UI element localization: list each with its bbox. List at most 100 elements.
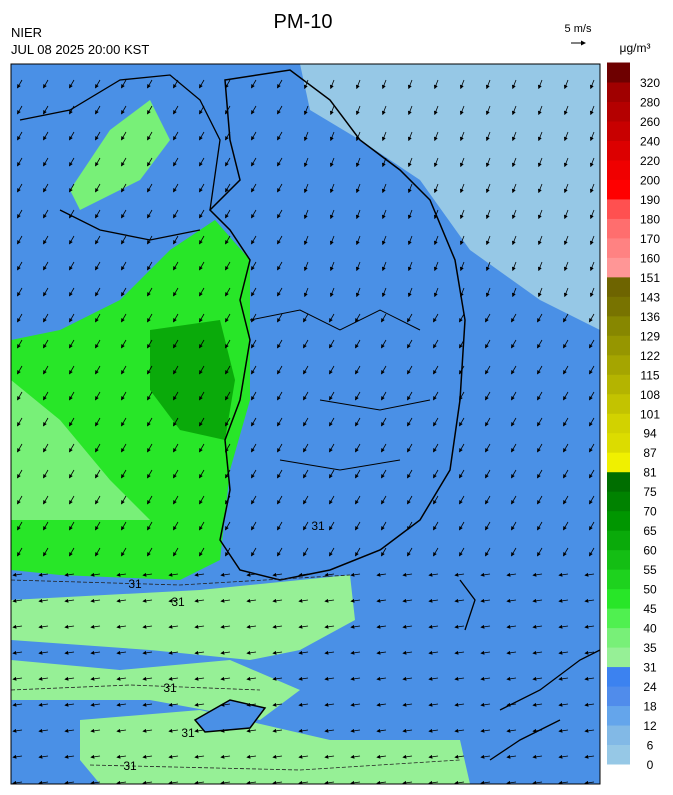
wind-arrow <box>272 624 283 629</box>
wind-arrow <box>90 676 101 681</box>
wind-arrow <box>12 780 23 784</box>
colorbar-segment <box>607 608 630 629</box>
wind-arrow <box>329 365 335 375</box>
wind-arrow <box>589 209 595 220</box>
wind-arrow <box>147 495 153 505</box>
wind-arrow <box>407 131 413 142</box>
wind-arrow <box>350 702 361 707</box>
wind-arrow <box>433 365 439 375</box>
wind-arrow <box>43 521 49 531</box>
wind-arrow <box>537 183 543 194</box>
wind-arrow <box>589 547 595 557</box>
wind-arrow <box>433 547 439 557</box>
wind-arrow <box>329 339 335 349</box>
wind-arrow <box>95 521 101 531</box>
wind-arrow <box>246 572 257 577</box>
wind-arrow <box>303 183 309 194</box>
colorbar-label: 6 <box>647 739 654 753</box>
wind-arrow <box>251 521 257 531</box>
wind-arrow <box>17 261 23 271</box>
wind-arrow <box>69 157 75 167</box>
wind-arrow <box>459 547 465 557</box>
wind-arrow <box>251 495 257 505</box>
wind-arrow <box>251 131 257 141</box>
wind-arrow <box>506 624 517 629</box>
colorbar-segment <box>607 374 630 395</box>
wind-arrow <box>485 131 491 142</box>
wind-arrow <box>511 131 517 142</box>
wind-arrow <box>329 521 335 531</box>
wind-arrow <box>147 313 153 323</box>
wind-arrow <box>142 676 153 681</box>
wind-arrow <box>329 157 335 168</box>
wind-arrow <box>173 131 179 141</box>
wind-arrow <box>506 676 517 681</box>
wind-arrow <box>537 209 543 220</box>
wind-arrow <box>428 598 439 603</box>
wind-arrow <box>95 209 101 219</box>
wind-arrow <box>17 209 23 219</box>
colorbar-segment <box>607 588 630 609</box>
wind-arrow <box>69 235 75 245</box>
wind-arrow <box>272 598 283 603</box>
wind-arrow <box>12 676 23 681</box>
wind-arrow <box>147 79 153 89</box>
wind-arrow <box>43 157 49 167</box>
colorbar-segment <box>607 218 630 239</box>
wind-arrow <box>485 183 491 194</box>
wind-arrow <box>116 676 127 681</box>
wind-arrow <box>246 598 257 603</box>
wind-arrow <box>17 131 23 141</box>
wind-arrow <box>277 79 283 89</box>
wind-arrow <box>194 572 205 577</box>
colorbar: 0 6 12 18 24 31 35 40 45 50 55 60 65 70 75 81 87 94 101 108… <box>607 62 660 772</box>
wind-arrow <box>537 365 543 375</box>
wind-arrow <box>558 676 569 681</box>
wind-arrow <box>381 417 387 427</box>
wind-arrow <box>121 443 127 453</box>
wind-arrow <box>355 469 361 479</box>
colorbar-segment <box>607 705 630 726</box>
wind-arrow <box>324 702 335 707</box>
wind-arrow <box>168 598 179 603</box>
wind-arrow <box>532 754 543 759</box>
wind-arrow <box>381 261 387 272</box>
wind-arrow <box>381 313 387 323</box>
wind-arrow <box>69 547 75 557</box>
band-1 <box>11 575 355 660</box>
wind-arrow <box>355 157 361 168</box>
wind-arrow <box>173 495 179 505</box>
wind-arrow <box>407 339 413 349</box>
wind-arrow <box>277 313 283 323</box>
wind-arrow <box>376 624 387 629</box>
wind-arrow <box>225 131 231 141</box>
wind-arrow <box>454 676 465 681</box>
wind-arrow <box>459 365 465 375</box>
wind-arrow <box>480 598 491 603</box>
wind-arrow <box>303 417 309 427</box>
wind-arrow <box>355 547 361 557</box>
wind-arrow <box>563 209 569 220</box>
wind-arrow <box>272 650 283 655</box>
wind-arrow <box>402 598 413 603</box>
colorbar-label: 50 <box>643 583 657 597</box>
wind-arrow <box>69 443 75 453</box>
wind-arrow <box>277 105 283 115</box>
wind-arrow <box>121 547 127 557</box>
wind-arrow <box>220 702 231 707</box>
wind-arrow <box>199 235 205 245</box>
wind-arrow <box>558 650 569 655</box>
wind-arrow <box>407 365 413 375</box>
wind-arrow <box>355 261 361 272</box>
wind-arrow <box>116 754 127 759</box>
wind-arrow <box>480 780 491 784</box>
wind-arrow <box>43 183 49 193</box>
wind-arrow <box>433 79 439 90</box>
colorbar-label: 40 <box>643 622 657 636</box>
wind-arrow <box>485 313 491 323</box>
wind-arrow <box>589 339 595 349</box>
wind-arrow <box>589 469 595 479</box>
wind-arrow <box>563 79 569 90</box>
wind-arrow <box>355 417 361 427</box>
wind-arrow <box>407 261 413 272</box>
